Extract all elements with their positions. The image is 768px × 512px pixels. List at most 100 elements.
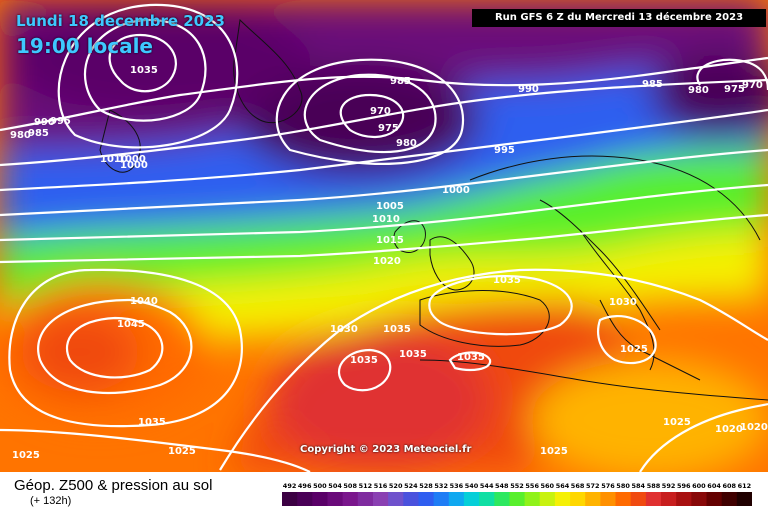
isobar-label: 995 [50,116,71,127]
isobar-label: 1020 [373,256,401,267]
isobar-label: 1020 [740,422,768,433]
isobar-label: 990 [518,84,539,95]
legend-swatch [721,492,738,506]
legend-swatch [661,492,677,506]
isobar-label: 1000 [120,160,148,171]
legend-swatch [585,492,601,506]
isobar-lines [0,3,768,472]
legend-label: 564 [556,482,570,490]
legend-swatch [554,492,571,506]
legend-swatch [433,492,450,506]
legend-label: 604 [707,482,721,490]
isobar-label: 1010 [372,214,400,225]
forecast-time: 19:00 locale [16,34,153,58]
legend-swatch [509,492,526,506]
isobar-label: 1040 [130,296,158,307]
legend-label: 584 [632,482,646,490]
legend-label: 496 [298,482,312,490]
isobar-label: 985 [642,79,663,90]
legend-label: 548 [495,482,509,490]
legend-swatch [448,492,465,506]
weather-map: 1035 1025 1020 1015 1010 1005 1000 995 9… [0,0,768,472]
legend-swatch [600,492,617,506]
legend-label: 572 [586,482,600,490]
isobar-label: 970 [370,106,391,117]
legend-label: 524 [404,482,418,490]
legend-label: 596 [677,482,691,490]
legend-swatch [418,492,435,506]
isobar-label: 985 [28,128,49,139]
isobar-label: 1030 [609,297,637,308]
legend-label: 588 [647,482,661,490]
legend-label: 612 [738,482,752,490]
legend-label: 536 [450,482,464,490]
legend-label: 504 [328,482,342,490]
legend-swatch [691,492,708,506]
isobar-label: 1025 [12,450,40,461]
legend-label: 608 [723,482,737,490]
isobar-label: 1000 [442,185,470,196]
map-canvas: 1035 1025 1020 1015 1010 1005 1000 995 9… [0,0,768,472]
copyright: Copyright © 2023 Meteociel.fr [300,444,472,455]
legend-swatch [388,492,404,506]
legend-label: 544 [480,482,494,490]
isobar-label: 1035 [493,275,521,286]
legend-swatch [706,492,723,506]
run-info: Run GFS 6 Z du Mercredi 13 décembre 2023 [472,9,766,27]
isobar-label: 1035 [350,355,378,366]
isobar-label: 1025 [663,417,691,428]
isobar-label: 1035 [383,324,411,335]
legend-swatch [539,492,556,506]
legend-swatch [494,492,510,506]
legend-label: 500 [313,482,327,490]
legend-swatch [463,492,480,506]
forecast-date: Lundi 18 decembre 2023 [16,12,225,30]
legend-label: 520 [389,482,403,490]
legend-label: 508 [343,482,357,490]
legend-label: 592 [662,482,676,490]
isobar-label: 975 [724,84,745,95]
legend-label: 568 [571,482,585,490]
isobar-label: 1000 [118,154,146,165]
legend-swatch [524,492,541,506]
isobar-label: 1025 [540,446,568,457]
legend-swatch [327,492,344,506]
isobar-label: 1015 [376,235,404,246]
legend-label: 512 [359,482,373,490]
legend-label: 600 [692,482,706,490]
legend-label: 552 [510,482,524,490]
map-title: Géop. Z500 & pression au sol [14,477,213,494]
legend-label: 560 [541,482,555,490]
isobar-label: 1030 [330,324,358,335]
legend-swatch [312,492,328,506]
isobar-label: 980 [688,85,709,96]
legend-swatch [357,492,374,506]
legend-label: 492 [283,482,297,490]
isobar-label: 1025 [620,344,648,355]
legend-label: 528 [419,482,433,490]
legend-label: 556 [525,482,539,490]
legend-label: 540 [465,482,479,490]
legend-label: 532 [434,482,448,490]
isobar-label: 1035 [130,65,158,76]
isobar-label: 1035 [457,352,485,363]
legend-swatch [630,492,647,506]
forecast-hour: (+ 132h) [30,495,72,507]
legend-label: 580 [616,482,630,490]
isobar-label: 995 [494,145,515,156]
isobar-label: 980 [396,138,417,149]
legend-label: 516 [374,482,388,490]
legend-swatch [570,492,586,506]
legend-swatch [645,492,662,506]
legend-swatch [615,492,632,506]
legend-swatch [736,492,752,506]
legend-swatch [297,492,313,506]
isobar-label: 985 [390,76,411,87]
geopotential-field [0,0,768,472]
isobar-label: 1005 [376,201,404,212]
legend-swatch [479,492,495,506]
isobar-label: 1035 [138,417,166,428]
isobar-label: 1020 [715,424,743,435]
legend-label: 576 [601,482,615,490]
isobar-label: 990 [34,117,55,128]
